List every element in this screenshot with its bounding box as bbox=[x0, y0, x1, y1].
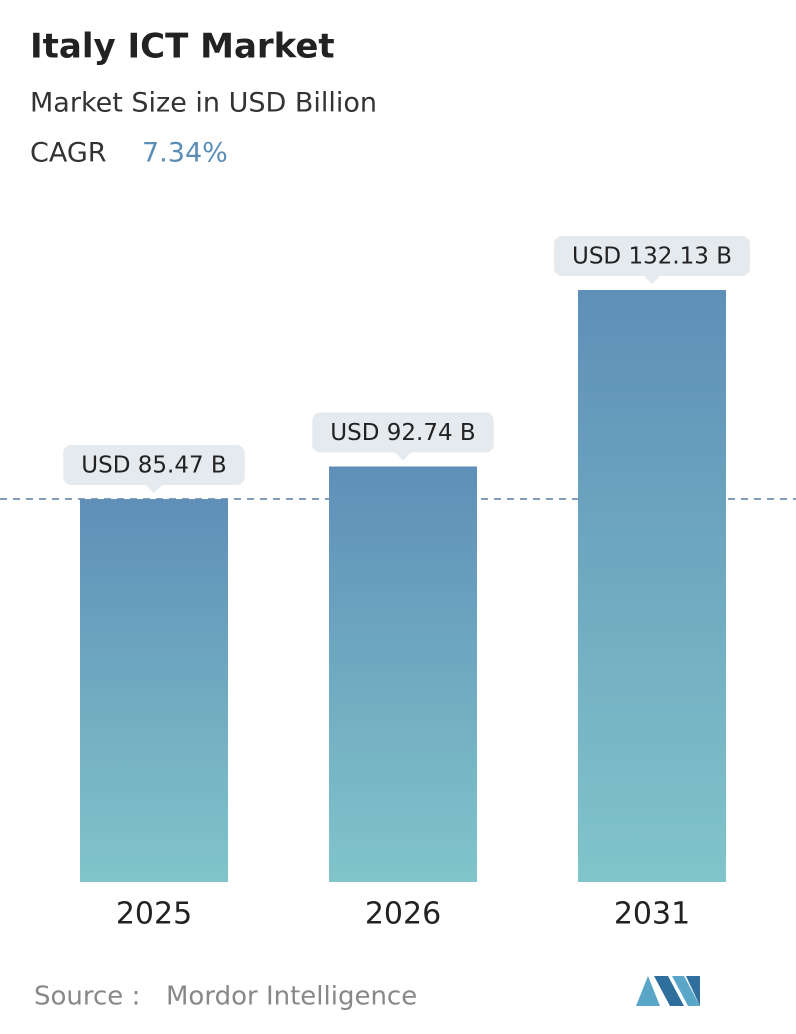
x-tick-label: 2025 bbox=[116, 897, 192, 932]
value-label-pointer bbox=[146, 485, 162, 494]
value-label-box bbox=[553, 236, 751, 276]
value-label-box bbox=[312, 412, 494, 453]
x-tick-label: 2026 bbox=[365, 897, 441, 932]
value-label: USD 132.13 B bbox=[572, 244, 732, 270]
x-tick-label: 2031 bbox=[614, 897, 690, 932]
source: Mordor Intelligence bbox=[166, 982, 417, 1012]
cagr-label: CAGR bbox=[30, 138, 107, 169]
value-label-box bbox=[63, 445, 245, 486]
chart-subtitle: Market Size in USD Billion bbox=[30, 88, 377, 119]
bar bbox=[578, 290, 726, 882]
value-label: USD 92.74 B bbox=[330, 420, 475, 446]
chart-title: Italy ICT Market bbox=[30, 27, 335, 67]
source-label: Source : bbox=[34, 982, 140, 1012]
cagr-value: 7.34% bbox=[142, 138, 228, 169]
logo bbox=[636, 976, 700, 1006]
value-label-pointer bbox=[644, 276, 660, 284]
bar bbox=[329, 466, 477, 882]
value-label-pointer bbox=[395, 452, 411, 461]
bar bbox=[80, 499, 228, 882]
value-label: USD 85.47 B bbox=[81, 453, 226, 479]
